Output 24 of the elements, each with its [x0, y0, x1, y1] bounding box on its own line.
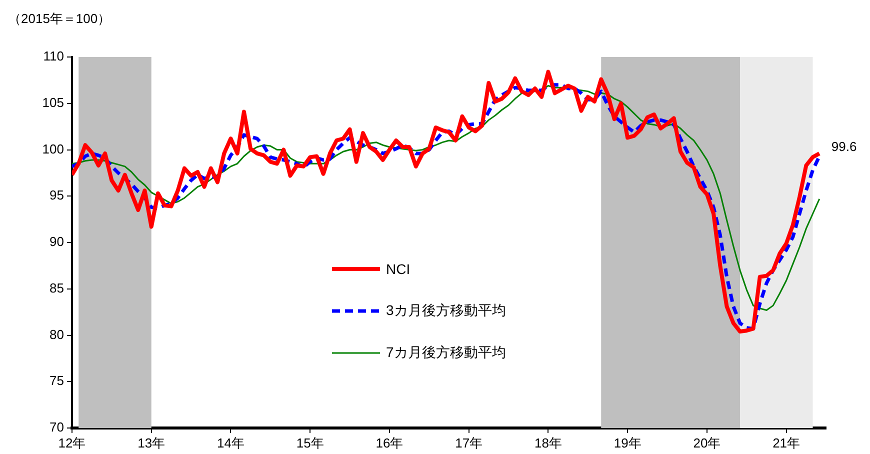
x-tick-label: 12年: [58, 435, 86, 450]
x-tick-label: 15年: [296, 435, 324, 450]
x-tick-label: 17年: [455, 435, 483, 450]
legend-label: NCI: [386, 261, 410, 277]
y-tick-label: 85: [50, 280, 64, 296]
x-tick-label: 18年: [534, 435, 562, 450]
x-tick-label: 16年: [376, 435, 404, 450]
y-tick-label: 75: [50, 373, 64, 388]
x-tick-label: 13年: [138, 435, 166, 450]
y-tick-label: 100: [42, 141, 64, 156]
y-axis-title: （2015年＝100）: [8, 10, 111, 28]
legend-label: 3カ月後方移動平均: [386, 302, 506, 320]
y-tick-label: 105: [42, 94, 64, 110]
y-tick-label: 80: [50, 326, 64, 342]
annotation: 99.6: [831, 139, 857, 154]
y-tick-label: 70: [50, 420, 64, 435]
x-tick-label: 19年: [614, 435, 642, 450]
y-tick-label: 95: [50, 188, 64, 203]
x-tick-label: 20年: [693, 435, 721, 450]
y-tick-label: 90: [50, 234, 64, 250]
y-tick-label: 110: [43, 48, 64, 64]
legend-label: 7カ月後方移動平均: [386, 344, 506, 362]
x-tick-label: 21年: [772, 435, 800, 450]
x-tick-label: 14年: [217, 435, 244, 450]
